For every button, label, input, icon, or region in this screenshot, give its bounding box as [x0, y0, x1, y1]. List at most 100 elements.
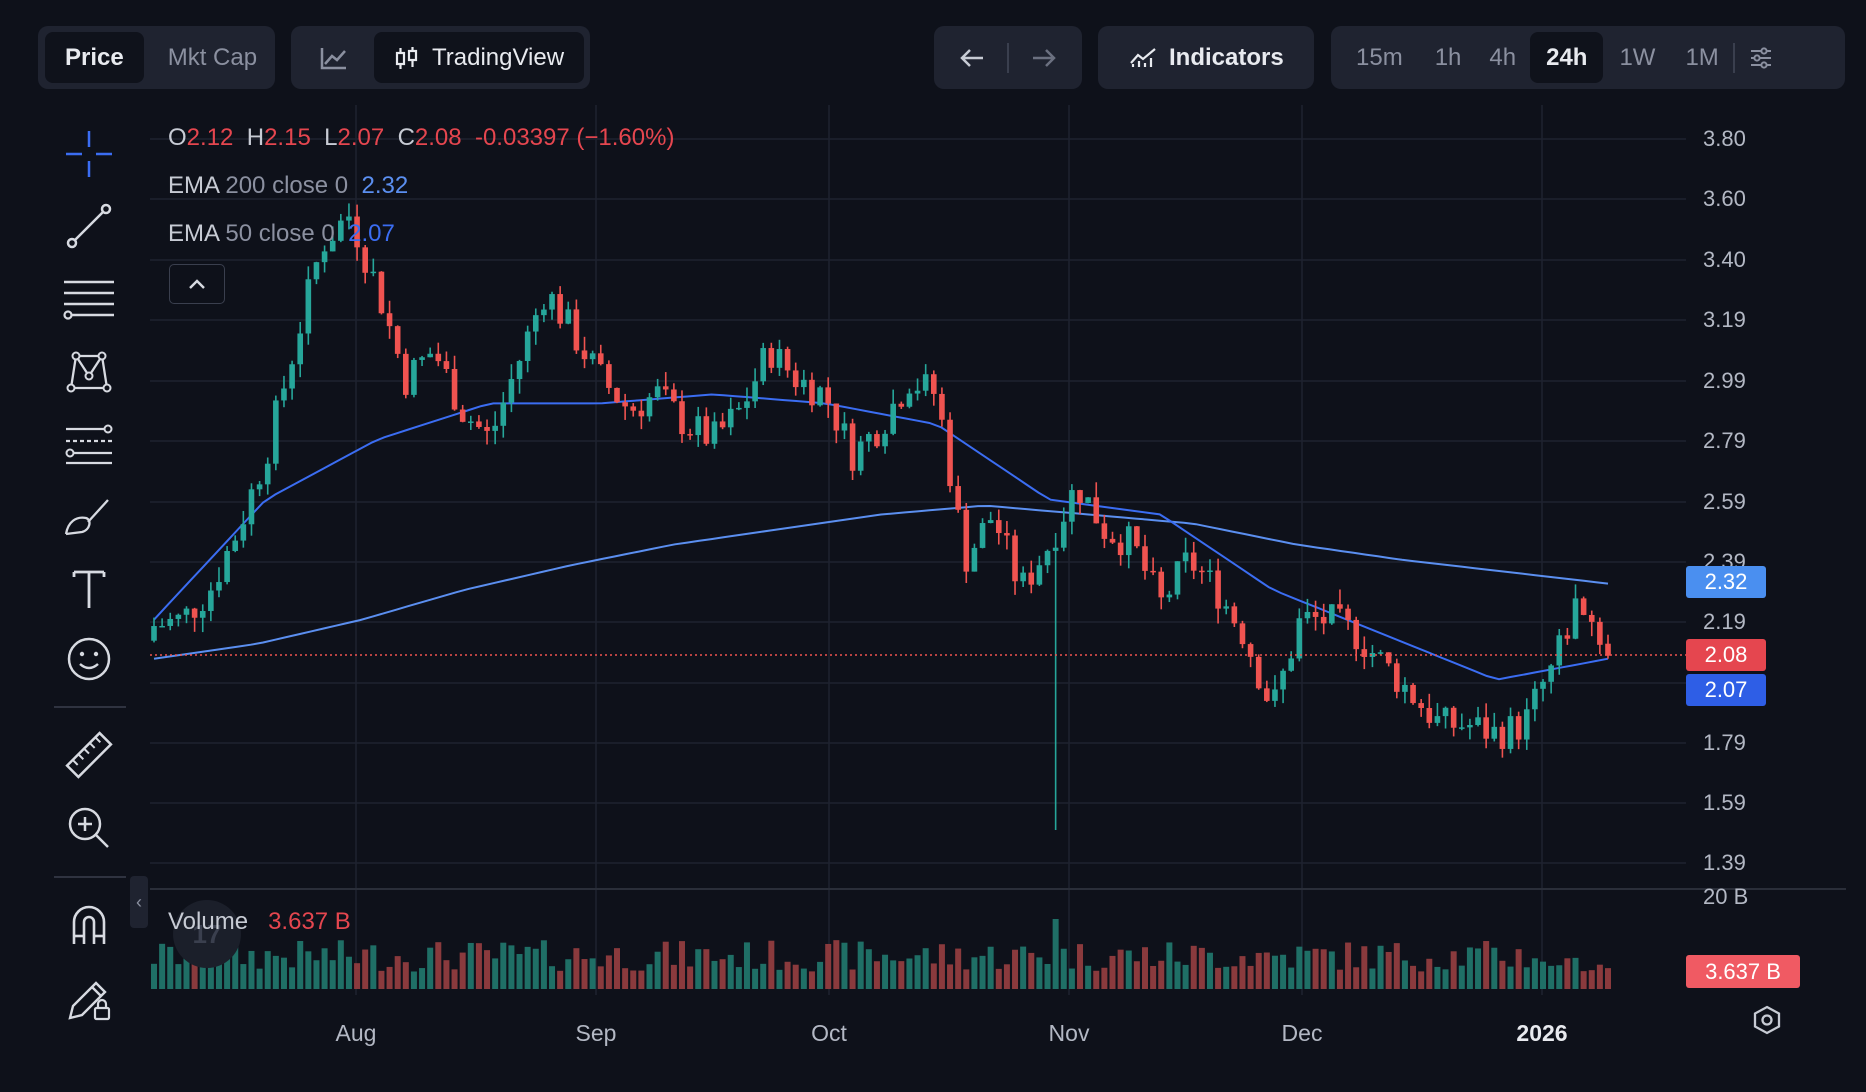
candle-body: [1483, 717, 1489, 739]
chart-settings-button[interactable]: [1735, 32, 1787, 83]
candle-body: [654, 386, 661, 398]
pattern-tool[interactable]: [58, 340, 120, 402]
candle-body: [541, 309, 547, 316]
forward-button[interactable]: [1019, 32, 1069, 83]
magnet-tool[interactable]: [58, 894, 120, 956]
volume-bar: [947, 964, 954, 989]
ema50-legend[interactable]: EMA 50 close 0 2.07: [168, 220, 395, 248]
brush-tool[interactable]: [58, 486, 120, 548]
volume-bar: [1466, 947, 1473, 989]
timeframe-1m[interactable]: 1M: [1685, 43, 1719, 71]
volume-bar: [1564, 958, 1571, 989]
candle-body: [1280, 670, 1286, 690]
candle-body: [614, 387, 620, 403]
candle-body: [1442, 707, 1449, 717]
ruler-tool[interactable]: [58, 724, 120, 786]
volume-bar: [776, 969, 783, 989]
tradingview-button[interactable]: TradingView: [374, 32, 585, 83]
candle-body: [199, 611, 206, 618]
candle-body: [817, 387, 823, 406]
timeframe-4h[interactable]: 4h: [1489, 43, 1517, 71]
ema200-legend[interactable]: EMA 200 close 0 2.32: [168, 172, 408, 200]
candle-body: [451, 368, 458, 410]
ema50-path: [153, 393, 1609, 681]
candle-body: [159, 625, 165, 628]
volume-bar: [1588, 970, 1595, 989]
volume-bar: [289, 967, 296, 989]
candle-body: [346, 216, 352, 221]
collapse-legend-button[interactable]: [169, 264, 225, 304]
volume-bar: [345, 956, 352, 989]
candle-body: [719, 421, 726, 428]
volume-bar: [1580, 971, 1587, 989]
fib-tool[interactable]: [58, 268, 120, 330]
line-chart-button[interactable]: [298, 32, 370, 83]
volume-bar: [1442, 969, 1449, 989]
timeframe-15m[interactable]: 15m: [1356, 43, 1403, 71]
volume-bar: [792, 964, 799, 989]
candle-body: [1540, 681, 1546, 689]
toolbar-collapse-handle[interactable]: ‹: [130, 876, 148, 928]
tools-divider-1: [54, 706, 126, 708]
candle-body: [801, 379, 807, 388]
candle-body: [459, 409, 466, 422]
candle-body: [606, 364, 612, 388]
candle-body: [1247, 644, 1254, 657]
candle-body: [273, 400, 279, 464]
volume-bar: [354, 963, 361, 989]
volume-bar: [1515, 949, 1522, 989]
volume-bar: [508, 945, 515, 989]
candle-body: [208, 590, 214, 612]
candle-body: [378, 271, 385, 314]
volume-bar: [524, 946, 531, 989]
volume-bar: [865, 949, 872, 989]
volume-bar: [410, 971, 417, 989]
mktcap-tab[interactable]: Mkt Cap: [167, 43, 258, 71]
timeframe-1h[interactable]: 1h: [1434, 43, 1462, 71]
volume-bar: [1393, 943, 1400, 989]
candle-body: [922, 374, 929, 391]
volume-bar: [565, 959, 572, 989]
volume-bar: [752, 968, 759, 989]
candle-body: [573, 309, 580, 351]
candle-body: [857, 441, 864, 471]
candle-body: [329, 240, 336, 252]
volume-bar: [1012, 949, 1019, 989]
close-value: 2.08: [414, 124, 462, 151]
candle-body: [1385, 652, 1392, 664]
indicators-button[interactable]: Indicators: [1105, 32, 1308, 83]
candle-body: [987, 520, 994, 524]
volume-bar: [808, 971, 815, 989]
volume-bar: [1499, 960, 1506, 989]
volume-bar: [1596, 964, 1603, 989]
projection-tool[interactable]: [58, 413, 120, 475]
trend-line-tool[interactable]: [58, 195, 120, 257]
last-price-tag: 2.08: [1686, 639, 1766, 671]
lock-drawing-tool[interactable]: [58, 968, 120, 1030]
hexagon-settings-icon[interactable]: [1751, 1004, 1783, 1036]
zoom-in-icon: [68, 807, 109, 848]
candle-body: [622, 402, 628, 407]
volume-bar: [451, 969, 458, 989]
volume-bar: [841, 942, 848, 989]
candle-body: [995, 520, 1002, 534]
tradingview-logo[interactable]: 17: [173, 900, 241, 968]
volume-bar: [1475, 948, 1482, 989]
volume-bar: [1271, 955, 1278, 989]
volume-bar: [167, 946, 174, 989]
timeframe-24h[interactable]: 24h: [1530, 32, 1604, 83]
candle-body: [1377, 652, 1384, 654]
candle-body: [1004, 533, 1010, 536]
crosshair-tool[interactable]: [58, 123, 120, 185]
timeframe-1w[interactable]: 1W: [1619, 43, 1656, 71]
volume-bar: [727, 954, 734, 989]
zoom-in-tool[interactable]: [58, 797, 120, 859]
back-button[interactable]: [947, 32, 997, 83]
candle-body: [727, 408, 734, 428]
text-tool[interactable]: [58, 558, 120, 620]
price-tab[interactable]: Price: [45, 32, 144, 83]
volume-bar: [825, 943, 832, 989]
volume-bar: [1426, 958, 1433, 989]
emoji-tool[interactable]: [58, 628, 120, 690]
